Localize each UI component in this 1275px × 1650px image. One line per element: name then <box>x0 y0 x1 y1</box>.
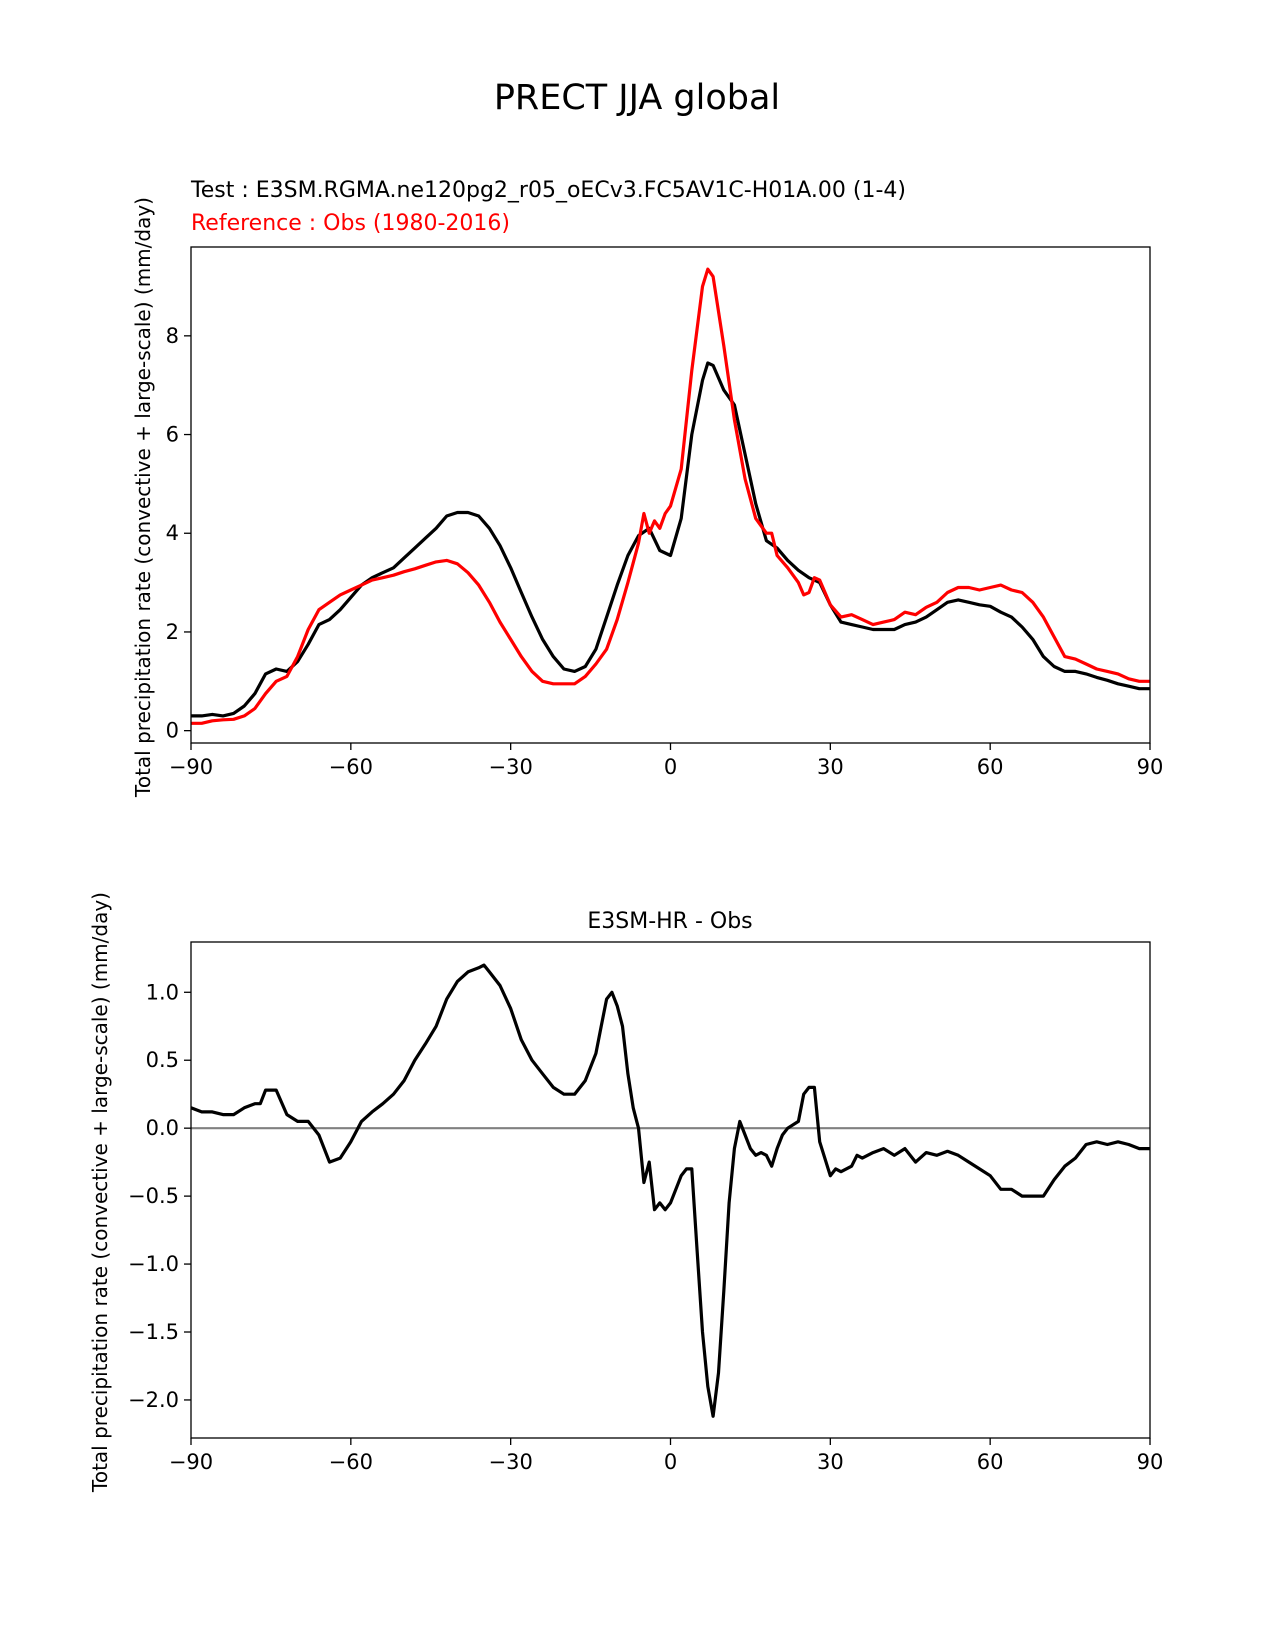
bottom-y-tick-label: −2.0 <box>128 1388 179 1412</box>
figure-title: PRECT JJA global <box>494 78 780 118</box>
top-x-tick-label: −60 <box>329 755 373 779</box>
bottom-x-tick-label: 0 <box>664 1450 677 1474</box>
top-y-tick-label: 6 <box>166 423 179 447</box>
top-series-reference <box>191 267 1150 725</box>
top-x-tick-label: 60 <box>977 755 1004 779</box>
top-x-tick-label: −90 <box>169 755 213 779</box>
top-test-title: Test : E3SM.RGMA.ne120pg2_r05_oECv3.FC5A… <box>190 178 906 203</box>
bottom-x-tick-label: −30 <box>489 1450 533 1474</box>
top-x-tick-label: −30 <box>489 755 533 779</box>
top-axes-frame <box>190 246 1151 744</box>
bottom-y-tick-label: −1.0 <box>128 1252 179 1276</box>
top-y-tick-label: 2 <box>166 620 179 644</box>
bottom-y-tick-label: −0.5 <box>128 1184 179 1208</box>
top-reference-title: Reference : Obs (1980-2016) <box>191 211 510 236</box>
top-panel: −90 −60 −30 0 30 60 90 0 2 4 6 8 <box>166 246 1164 779</box>
bottom-y-tick-label: 0.0 <box>146 1116 179 1140</box>
bottom-y-axis-label: Total precipitation rate (convective + l… <box>88 892 112 1493</box>
bottom-y-tick-label: 1.0 <box>146 980 179 1004</box>
bottom-y-tick-label: 0.5 <box>146 1048 179 1072</box>
bottom-panel-title: E3SM-HR - Obs <box>587 909 752 934</box>
top-x-tick-label: 30 <box>817 755 844 779</box>
top-y-tick-label: 8 <box>166 324 179 348</box>
bottom-x-tick-label: −60 <box>329 1450 373 1474</box>
bottom-x-tick-label: 60 <box>977 1450 1004 1474</box>
bottom-panel: −90 −60 −30 0 30 60 90 1.0 0.5 0.0 −0.5 −1.0 −1.5 −2.… <box>128 941 1164 1474</box>
top-y-tick-label: 0 <box>166 719 179 743</box>
bottom-x-tick-label: 30 <box>817 1450 844 1474</box>
top-series-test <box>191 361 1150 718</box>
top-y-tick-label: 4 <box>166 521 179 545</box>
top-x-tick-label: 0 <box>664 755 677 779</box>
top-y-axis-label: Total precipitation rate (convective + l… <box>131 197 155 798</box>
top-x-tick-label: 90 <box>1137 755 1164 779</box>
bottom-x-tick-label: −90 <box>169 1450 213 1474</box>
bottom-series-e3sm-hr-obs <box>191 963 1150 1418</box>
bottom-x-tick-label: 90 <box>1137 1450 1164 1474</box>
bottom-y-tick-label: −1.5 <box>128 1320 179 1344</box>
